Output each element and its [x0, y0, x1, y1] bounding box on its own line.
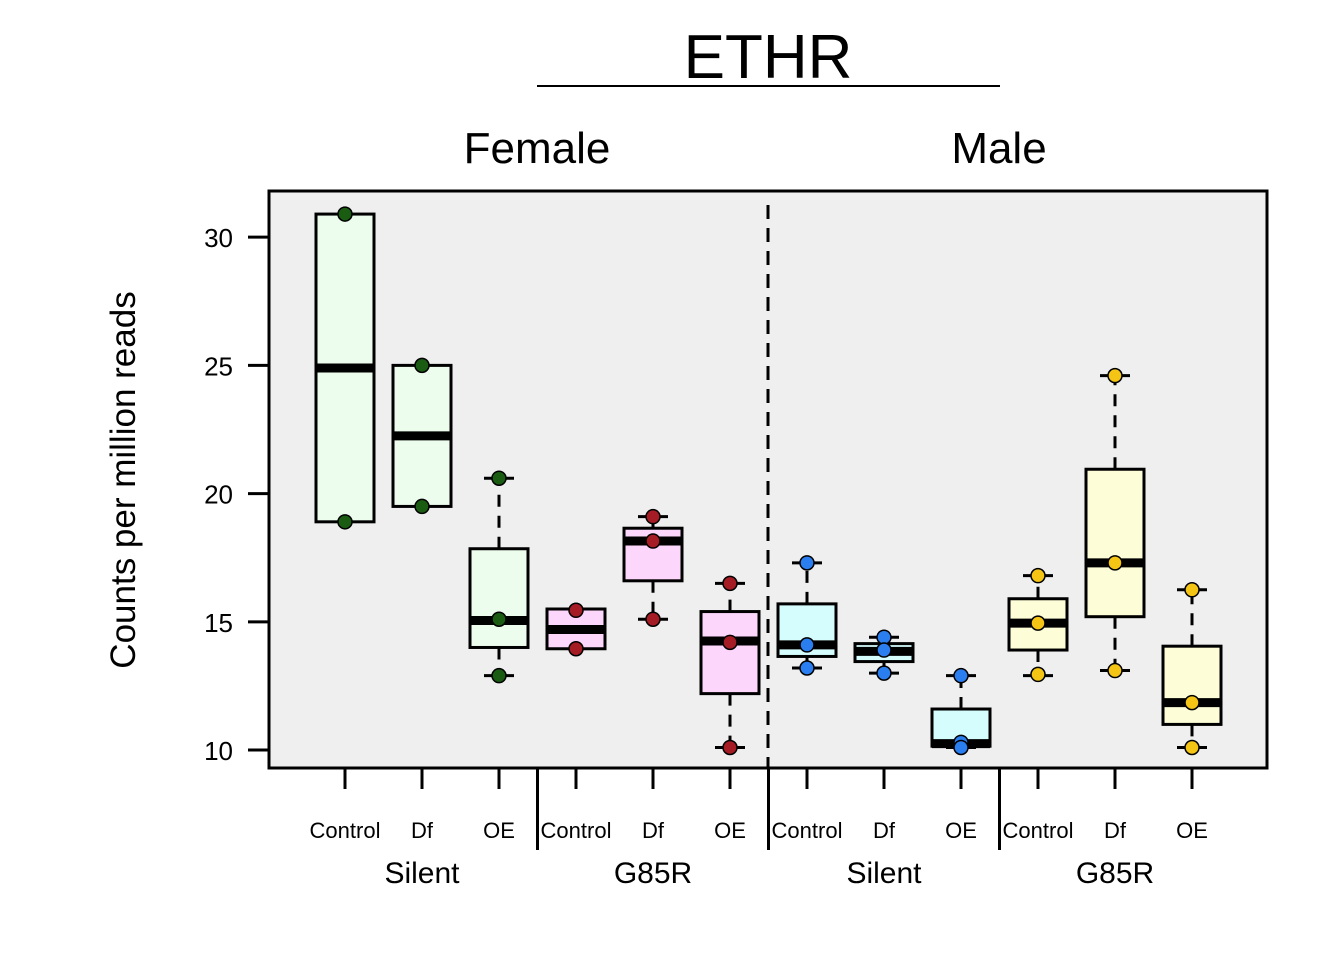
genotype-label: G85R	[614, 857, 692, 890]
data-point	[1030, 567, 1046, 584]
data-point	[799, 660, 815, 676]
x-tick-label: OE	[1176, 818, 1208, 843]
box-female-silent-df	[391, 357, 453, 515]
box-female-g85r-oe	[699, 575, 761, 756]
data-point	[337, 206, 353, 222]
box-male-silent-oe	[930, 667, 992, 756]
box-male-g85r-df	[1084, 367, 1146, 679]
data-point	[953, 667, 969, 684]
y-tick-label: 10	[204, 736, 233, 766]
y-tick-label: 25	[204, 351, 233, 381]
data-point	[1107, 555, 1123, 571]
box-female-silent-oe	[468, 470, 530, 684]
data-point	[876, 642, 892, 658]
box-male-silent-df	[853, 629, 915, 681]
x-tick-label: Control	[772, 818, 843, 843]
y-axis: 10 15 20 25 30	[204, 223, 270, 766]
x-tick-label: Df	[642, 818, 665, 843]
x-tick-label: OE	[483, 818, 515, 843]
data-point	[722, 634, 738, 651]
genotype-label: Silent	[384, 857, 460, 890]
data-point	[876, 665, 892, 681]
data-point	[1184, 694, 1200, 711]
box-female-g85r-df	[622, 508, 684, 628]
data-point	[1107, 367, 1123, 384]
x-axis: Control Df OE Control Df OE Control Df OE Control…	[310, 768, 1208, 890]
x-tick-label: Df	[873, 818, 896, 843]
data-point	[1184, 582, 1200, 598]
x-tick-label: Control	[310, 818, 381, 843]
data-point	[953, 739, 969, 756]
data-point	[876, 629, 892, 645]
data-point	[799, 555, 815, 571]
panel-label-female: Female	[464, 124, 611, 173]
box-body	[699, 610, 761, 696]
data-point	[1030, 615, 1046, 631]
x-tick-label: OE	[714, 818, 746, 843]
data-point	[337, 514, 353, 530]
x-tick-label: Control	[1003, 818, 1074, 843]
data-point	[799, 637, 815, 653]
data-point	[568, 602, 584, 619]
box-male-g85r-control	[1007, 567, 1069, 683]
data-point	[1030, 666, 1046, 683]
genotype-label: Silent	[846, 857, 922, 890]
data-point	[645, 611, 661, 628]
box-body	[1161, 644, 1223, 726]
data-point	[491, 667, 507, 684]
box-body	[468, 547, 530, 649]
panel-label-male: Male	[951, 124, 1046, 173]
x-tick-label: Df	[1104, 818, 1127, 843]
y-axis-label: Counts per million reads	[104, 291, 143, 668]
y-tick-label: 15	[204, 608, 233, 638]
data-point	[491, 470, 507, 486]
box-body	[1084, 467, 1146, 619]
y-tick-label: 30	[204, 223, 233, 253]
data-point	[722, 739, 738, 756]
data-point	[414, 498, 430, 515]
box-series	[314, 206, 1223, 756]
data-point	[491, 611, 507, 628]
data-point	[645, 533, 661, 549]
box-male-g85r-oe	[1161, 582, 1223, 756]
box-female-g85r-control	[545, 602, 607, 657]
genotype-label: G85R	[1076, 857, 1154, 890]
data-point	[1184, 739, 1200, 756]
x-tick-label: Df	[411, 818, 434, 843]
data-point	[568, 641, 584, 657]
data-point	[722, 575, 738, 592]
chart-title: ETHR	[684, 23, 853, 92]
box-male-silent-control	[776, 555, 838, 676]
data-point	[645, 508, 661, 525]
x-tick-label: OE	[945, 818, 977, 843]
box-female-silent-control	[314, 206, 376, 530]
y-tick-label: 20	[204, 480, 233, 510]
data-point	[1107, 662, 1123, 679]
data-point	[414, 357, 430, 374]
x-tick-label: Control	[541, 818, 612, 843]
